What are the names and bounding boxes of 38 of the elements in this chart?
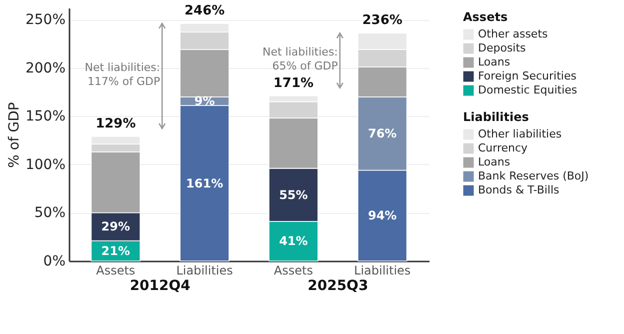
annotation: Net liabilities: 117% of GDP xyxy=(84,60,160,88)
x-tick-label: Liabilities xyxy=(176,264,233,278)
y-tick-label: 0% xyxy=(43,254,66,270)
text: 2025Q3 xyxy=(308,278,368,294)
legend-label: Loans xyxy=(478,56,510,68)
annotation: Net liabilities: 65% of GDP xyxy=(262,45,338,72)
legend-label: Domestic Equities xyxy=(478,84,578,96)
y-tick-label: 250% xyxy=(25,12,66,28)
total-label: 129% xyxy=(96,116,136,132)
y-tick-label: 150% xyxy=(25,108,66,125)
data-label: 55% xyxy=(279,188,308,202)
legend-label: Bank Reserves (BoJ) xyxy=(478,170,589,182)
x-tick-label: Assets xyxy=(274,264,313,278)
total-label: 246% xyxy=(184,3,225,18)
legend-label: Loans xyxy=(478,156,510,168)
legend-label: Other liabilities xyxy=(478,128,562,140)
x-tick-label: Assets xyxy=(96,264,136,278)
y-tick-label: 100% xyxy=(25,156,66,173)
x-tick-label: Liabilities xyxy=(354,264,411,278)
legend-label: Bonds & T-Bills xyxy=(478,184,560,196)
data-label: 29% xyxy=(101,220,130,234)
text: 2012Q4 xyxy=(130,278,191,294)
data-label: 21% xyxy=(101,244,130,258)
y-tick-label: 50% xyxy=(34,205,66,222)
y-tick-label: 200% xyxy=(25,60,66,76)
total-label: 236% xyxy=(362,13,402,28)
data-label: 94% xyxy=(368,208,397,223)
legend-label: Foreign Securities xyxy=(478,70,577,82)
total-label: 171% xyxy=(273,76,314,91)
y-axis-title: % of GDP xyxy=(6,102,22,168)
text: Assets xyxy=(463,10,508,24)
data-label: 41% xyxy=(279,234,308,248)
legend-label: Currency xyxy=(478,142,528,154)
text: Liabilities xyxy=(463,110,529,124)
data-label: 161% xyxy=(186,176,224,190)
legend-label: Deposits xyxy=(478,42,526,54)
data-label: 76% xyxy=(368,126,397,141)
legend-label: Other assets xyxy=(478,28,548,40)
